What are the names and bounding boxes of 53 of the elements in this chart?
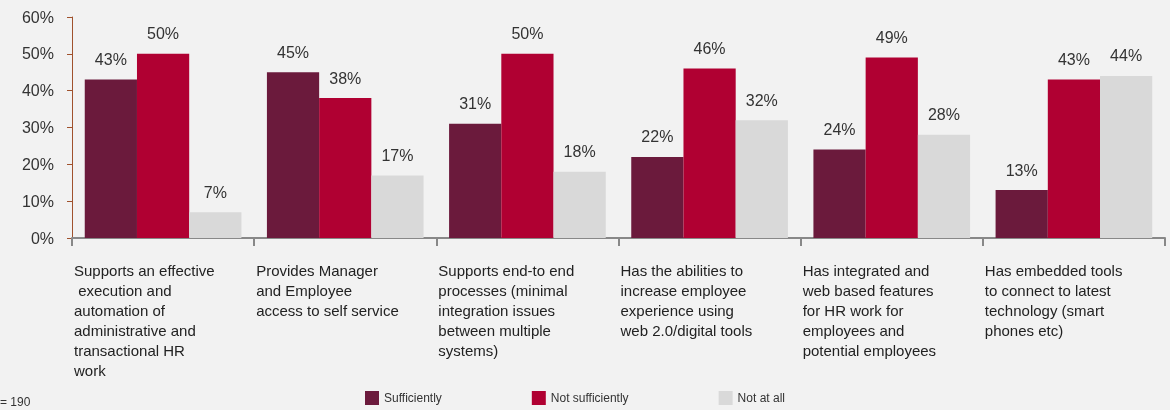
data-label: 28% xyxy=(927,106,960,124)
x-tick-label: Supports end-to end processes (minimal integration issues between multiple systems) xyxy=(438,261,579,359)
bar xyxy=(995,190,1048,238)
data-label: 38% xyxy=(329,69,362,87)
data-label: 49% xyxy=(875,29,908,47)
y-tick-label: 30% xyxy=(21,119,54,136)
bar xyxy=(735,120,788,238)
data-label: 50% xyxy=(147,25,180,43)
bar xyxy=(917,134,971,238)
data-label: 44% xyxy=(1110,47,1143,65)
x-tick-label: Has integrated and web based features for HR work for employees and potential employees xyxy=(801,261,938,359)
y-tick-label: 20% xyxy=(21,155,54,173)
data-label: 22% xyxy=(641,128,674,146)
data-label: 50% xyxy=(511,25,544,43)
bar xyxy=(813,149,866,238)
bar xyxy=(553,171,606,238)
bar xyxy=(319,98,372,238)
data-label: 43% xyxy=(94,51,127,69)
bar xyxy=(84,79,137,238)
bar xyxy=(865,57,918,238)
text: = 190 xyxy=(0,395,31,409)
data-label: 45% xyxy=(277,43,310,61)
data-label: 18% xyxy=(563,143,596,161)
y-tick-label: 40% xyxy=(21,82,54,100)
x-tick-label: Has the abilities to increase employee experience using web 2.0/digital tools xyxy=(619,261,753,339)
x-tick-label: Provides Manager and Employee access to self service xyxy=(256,261,399,319)
data-label: 31% xyxy=(459,95,492,113)
x-tick-label: Supports an effective execution and automation of administrative and transactional HR work xyxy=(73,261,215,379)
y-tick-label: 10% xyxy=(21,192,54,210)
bar xyxy=(266,72,320,238)
y-tick-label: 60% xyxy=(21,8,54,26)
data-label: 24% xyxy=(823,121,856,139)
bar xyxy=(631,156,684,238)
y-tick-label: 0% xyxy=(30,229,54,247)
x-tick-label: Has embedded tools to connect to latest technology (smart phones etc) xyxy=(984,261,1127,339)
data-label: 43% xyxy=(1057,51,1090,69)
y-tick-label: 50% xyxy=(21,45,54,63)
legend-label: Sufficiently xyxy=(384,391,442,405)
legend-label: Not sufficiently xyxy=(550,391,629,405)
data-label: 32% xyxy=(745,91,778,109)
data-label: 13% xyxy=(1005,161,1038,179)
bar xyxy=(136,53,190,238)
data-label: 7% xyxy=(203,183,227,201)
bar xyxy=(501,53,554,238)
bar xyxy=(683,68,736,238)
legend-label: Not at all xyxy=(737,391,785,405)
bar xyxy=(371,175,424,238)
bar xyxy=(1100,75,1153,238)
bar xyxy=(1047,79,1101,238)
data-label: 46% xyxy=(693,40,726,58)
bar xyxy=(449,123,502,238)
bar xyxy=(189,212,242,238)
data-label: 17% xyxy=(381,146,414,164)
